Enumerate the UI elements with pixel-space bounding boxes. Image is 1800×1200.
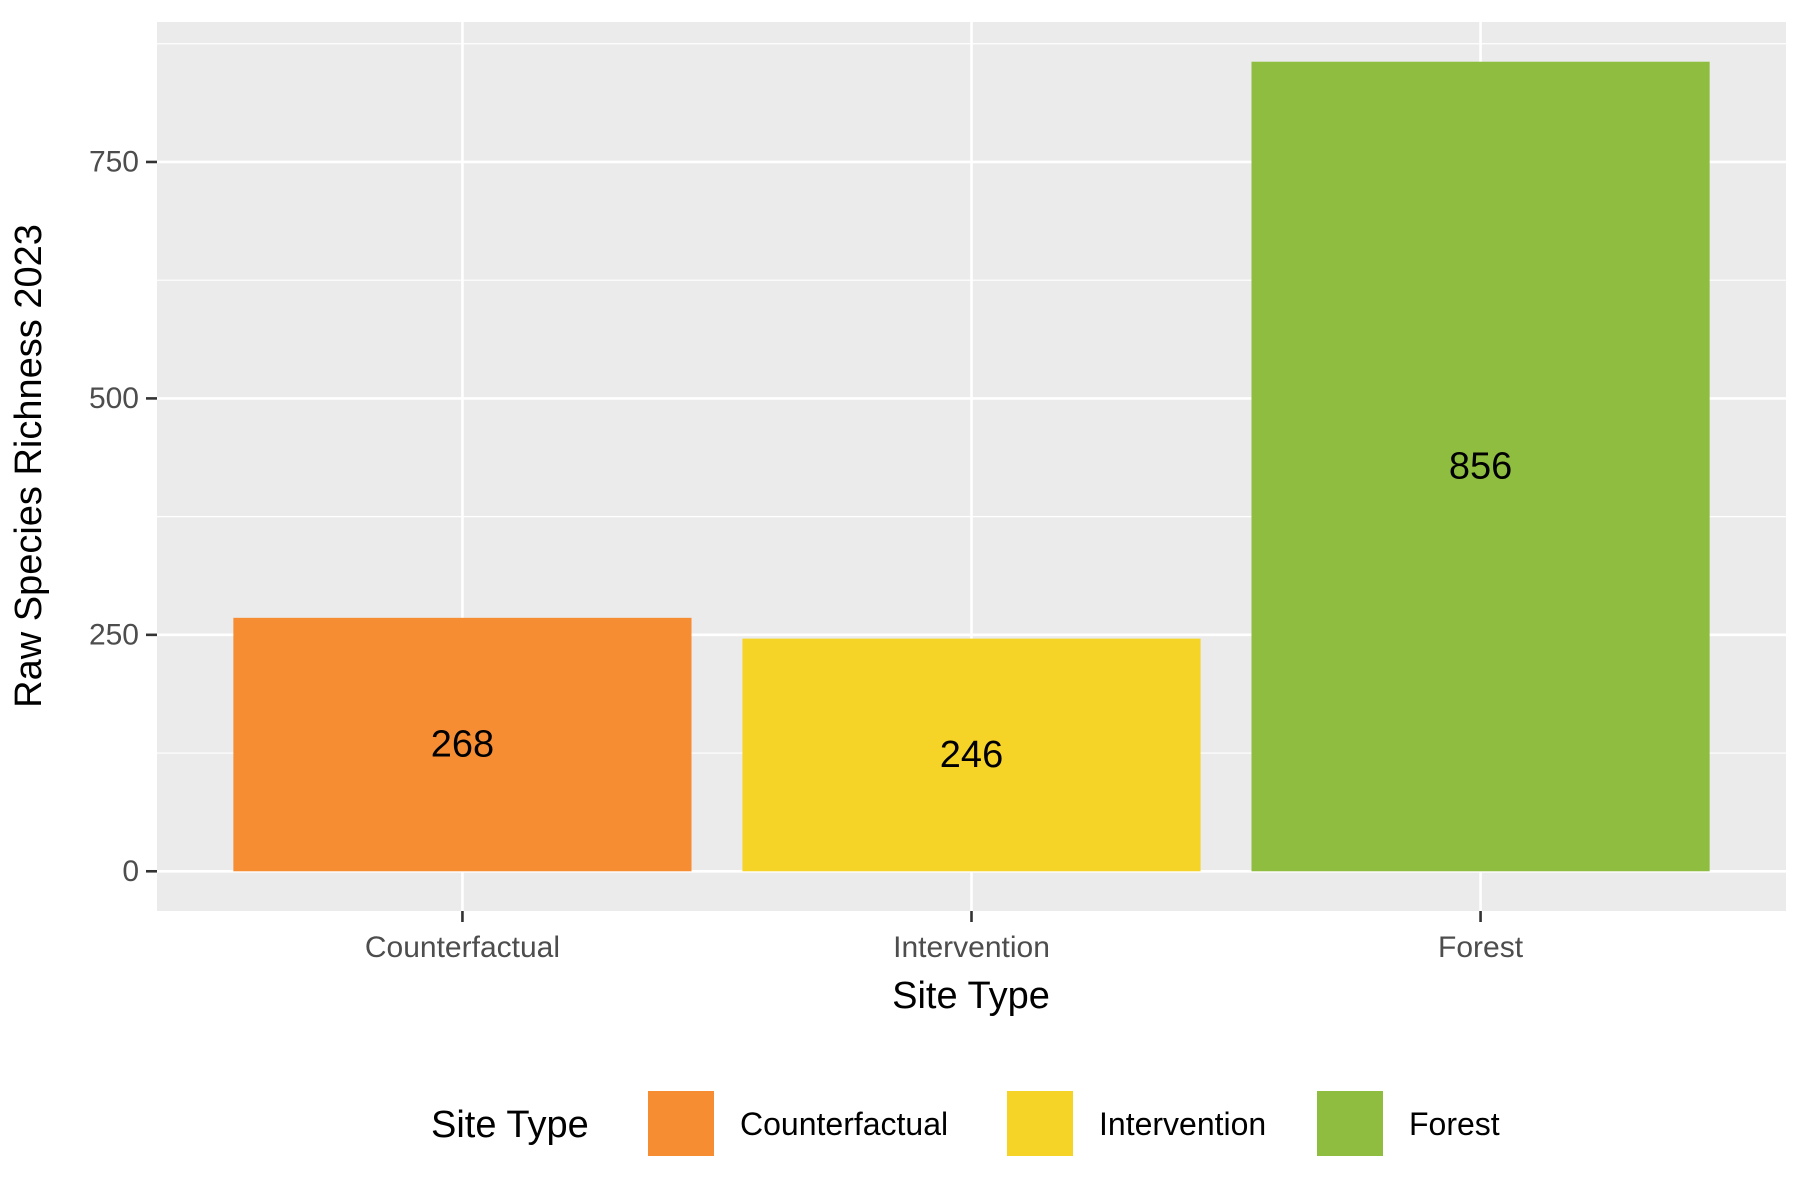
y-tick-label: 0 xyxy=(122,855,139,888)
y-tick-label: 750 xyxy=(89,145,139,178)
legend-label-counterfactual: Counterfactual xyxy=(740,1106,948,1142)
legend-key-counterfactual xyxy=(646,1089,716,1158)
x-tick-label: Intervention xyxy=(893,931,1050,964)
data-label-counterfactual: 268 xyxy=(431,724,494,766)
bars xyxy=(233,61,1710,872)
data-label-intervention: 246 xyxy=(940,734,1003,776)
x-tick-label: Forest xyxy=(1438,931,1524,964)
x-tick-label: Counterfactual xyxy=(365,931,560,964)
x-axis: Counterfactual Intervention Forest xyxy=(365,911,1524,964)
legend: Site Type Counterfactual Intervention Fore… xyxy=(431,1089,1500,1158)
legend-label-intervention: Intervention xyxy=(1099,1106,1266,1142)
data-label-forest: 856 xyxy=(1449,446,1512,488)
data-labels: 268 246 856 xyxy=(431,446,1513,776)
bar-forest xyxy=(1251,61,1710,872)
legend-label-forest: Forest xyxy=(1409,1106,1500,1142)
legend-key-forest xyxy=(1315,1089,1385,1158)
legend-key-intervention xyxy=(1005,1089,1075,1158)
x-axis-title: Site Type xyxy=(892,975,1050,1017)
legend-title: Site Type xyxy=(431,1104,589,1146)
y-axis: 0 250 500 750 xyxy=(89,145,157,888)
bar-intervention xyxy=(742,638,1201,872)
bar-counterfactual xyxy=(233,617,692,872)
y-tick-label: 500 xyxy=(89,382,139,415)
y-axis-title: Raw Species Richness 2023 xyxy=(8,224,50,708)
y-tick-label: 250 xyxy=(89,618,139,651)
